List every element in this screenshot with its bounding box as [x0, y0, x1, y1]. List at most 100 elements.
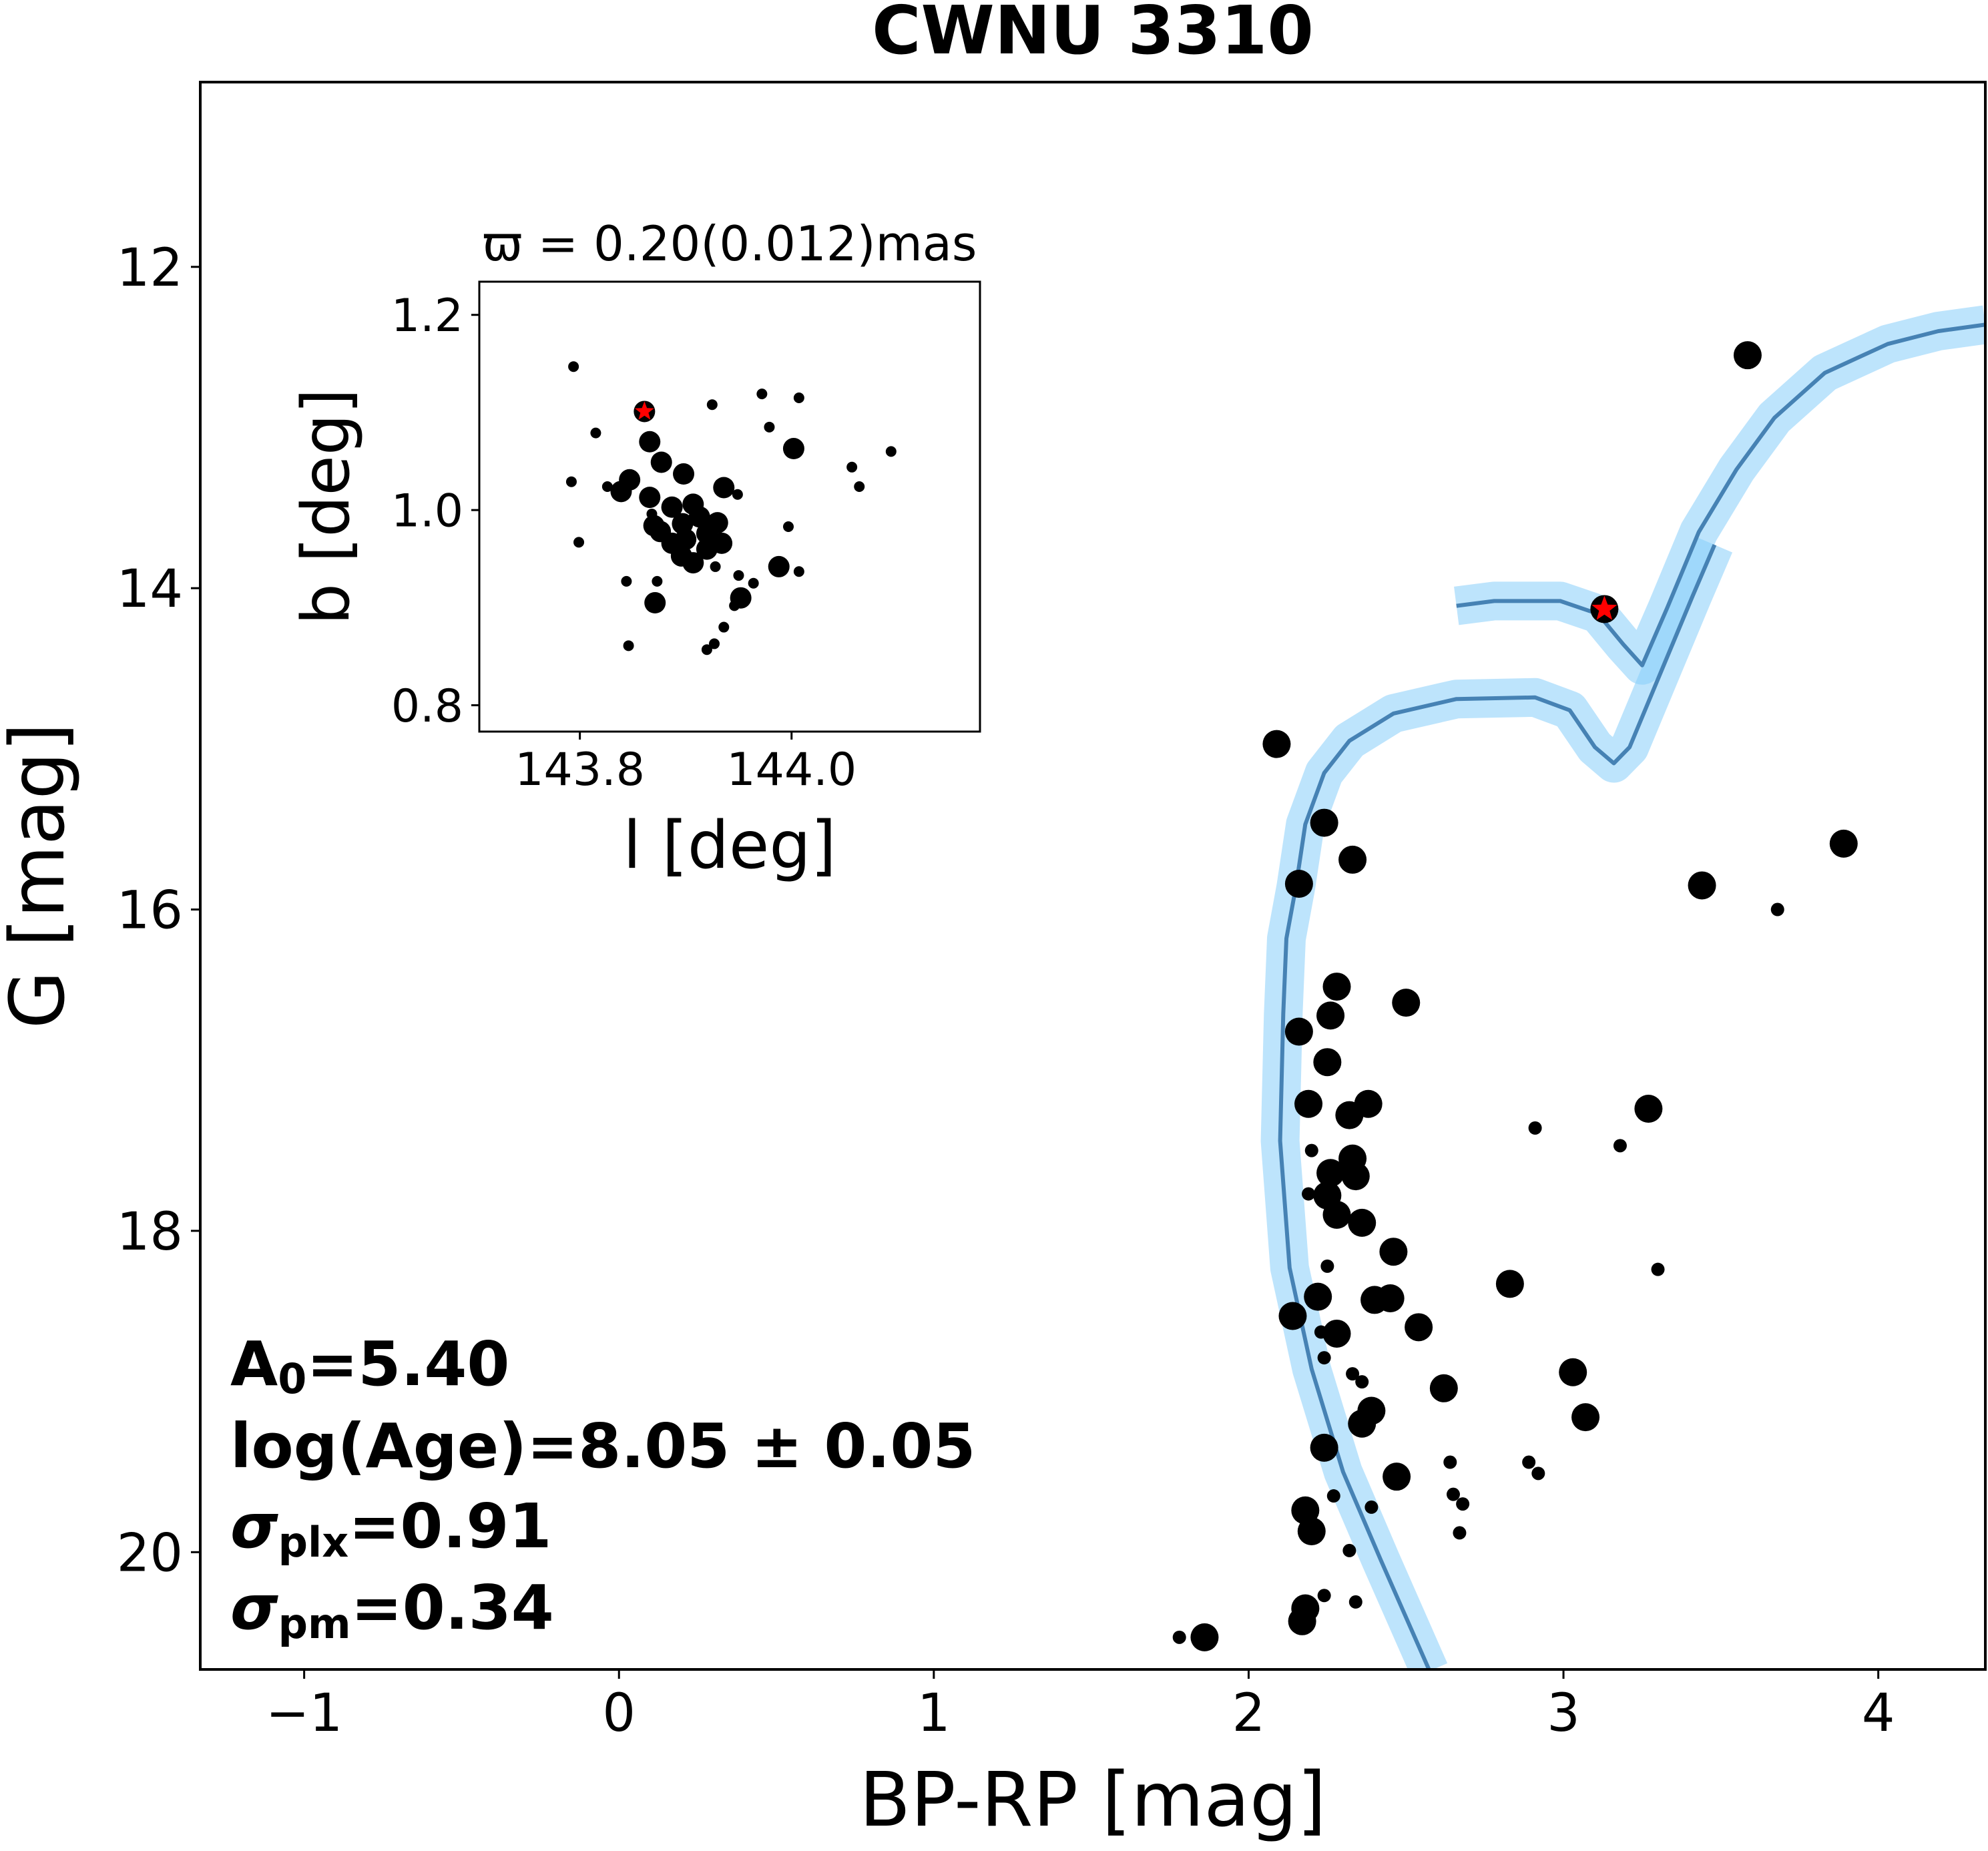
- member-star-bright: [1571, 1403, 1600, 1432]
- member-star-bright: [1310, 1433, 1338, 1462]
- inset-y-axis-label: b [deg]: [288, 388, 364, 625]
- member-star-faint: [601, 481, 613, 493]
- y-tick-label: 20: [117, 1523, 183, 1583]
- member-star-bright: [1294, 1089, 1323, 1118]
- annotation-sigma-pm: σpm=0.34: [230, 1572, 554, 1648]
- member-star-faint: [1613, 1139, 1627, 1153]
- member-star-faint: [1317, 1589, 1331, 1603]
- inset-chart: ϖ = 0.20(0.012)mas 143.8 144.0 0.8 1.0 1.2 l…: [288, 216, 981, 884]
- member-star-bright: [1405, 1313, 1433, 1342]
- member-star-bright: [1297, 1517, 1326, 1546]
- x-tick-label: 1: [917, 1683, 951, 1744]
- member-star-faint: [793, 566, 804, 577]
- highlight-star-icon: [1591, 595, 1618, 620]
- member-star-faint: [1531, 1467, 1545, 1481]
- member-star-faint: [1364, 1500, 1379, 1514]
- member-star-faint: [783, 521, 794, 532]
- inset-title: ϖ = 0.20(0.012)mas: [483, 216, 977, 272]
- y-axis-label: G [mag]: [0, 723, 81, 1029]
- member-star-bright: [639, 431, 661, 453]
- member-star-bright: [1322, 1319, 1351, 1348]
- member-star-faint: [1651, 1262, 1665, 1276]
- x-tick-label: 2: [1232, 1683, 1266, 1744]
- member-star-bright: [1338, 845, 1367, 874]
- member-star-bright: [610, 481, 632, 503]
- member-star-faint: [1446, 1487, 1460, 1501]
- member-star-faint: [573, 537, 585, 548]
- member-star-faint: [590, 427, 601, 439]
- y-tick-label: 14: [117, 559, 183, 619]
- member-star-faint: [1355, 1375, 1369, 1389]
- member-star-bright: [1376, 1284, 1405, 1313]
- x-tick-label: 3: [1547, 1683, 1580, 1744]
- member-star-faint: [565, 476, 577, 487]
- member-star-faint: [854, 481, 865, 493]
- y-tick-label: 18: [117, 1202, 183, 1262]
- y-tick-label: 0.8: [391, 680, 463, 733]
- member-star-bright: [688, 506, 710, 528]
- y-tick-label: 16: [117, 881, 183, 941]
- member-star-bright: [1429, 1374, 1458, 1402]
- member-star-faint: [701, 644, 712, 655]
- member-star-faint: [1348, 1595, 1362, 1609]
- member-star-faint: [1453, 1526, 1467, 1540]
- member-star-faint: [718, 621, 730, 633]
- member-star-faint: [1326, 1489, 1340, 1503]
- annotation-a0: A0=5.40: [230, 1328, 509, 1403]
- member-star-bright: [1634, 1094, 1663, 1123]
- member-star-faint: [885, 446, 897, 457]
- member-star-bright: [1335, 1101, 1364, 1129]
- member-star-bright: [661, 496, 683, 518]
- member-star-faint: [1302, 1187, 1316, 1201]
- member-star-bright: [1559, 1358, 1587, 1386]
- isochrone-giant-branch-line: [1456, 322, 1985, 668]
- member-star-bright: [644, 592, 666, 614]
- member-star-bright: [1190, 1623, 1219, 1651]
- member-star-bright: [1316, 1001, 1345, 1030]
- x-axis-label: BP-RP [mag]: [859, 1757, 1326, 1844]
- member-star-bright: [673, 463, 695, 485]
- inset-marks: [565, 361, 897, 655]
- member-star-bright: [768, 555, 790, 577]
- member-star-bright: [782, 438, 804, 460]
- x-tick-label: 143.8: [515, 744, 645, 796]
- chart-title: CWNU 3310: [872, 0, 1314, 69]
- inset-plot-area: [565, 361, 897, 655]
- inset-axes-ticks: 143.8 144.0 0.8 1.0 1.2: [391, 290, 856, 796]
- member-star-faint: [568, 361, 579, 372]
- y-tick-label: 1.0: [391, 485, 463, 538]
- member-star-bright: [1383, 1463, 1411, 1491]
- member-star-faint: [1172, 1630, 1186, 1644]
- annotation-age: log(Age)=8.05 ± 0.05: [230, 1410, 975, 1482]
- member-star-bright: [1688, 871, 1716, 900]
- member-star-faint: [623, 640, 634, 651]
- member-star-bright: [1278, 1302, 1307, 1330]
- member-star-faint: [793, 392, 804, 403]
- member-star-bright: [1379, 1238, 1408, 1266]
- annotation-sigma-plx: σplx=0.91: [230, 1491, 551, 1567]
- member-star-faint: [1456, 1497, 1470, 1511]
- member-star-faint: [1346, 1367, 1360, 1381]
- member-star-faint: [756, 388, 768, 400]
- member-star-bright: [1284, 1017, 1313, 1046]
- member-star-faint: [710, 561, 721, 572]
- member-star-bright: [639, 487, 661, 509]
- member-star-bright: [730, 587, 752, 609]
- member-star-faint: [846, 461, 858, 473]
- y-tick-label: 12: [117, 238, 183, 298]
- member-star-bright: [1733, 341, 1762, 370]
- member-star-bright: [1322, 1200, 1351, 1229]
- member-star-bright: [661, 532, 683, 554]
- member-star-bright: [650, 451, 672, 473]
- inset-x-axis-label: l [deg]: [623, 808, 836, 884]
- main-marks: [1172, 305, 1985, 1669]
- highlight-star-icon: [634, 401, 654, 420]
- main-plot-frame: [199, 81, 1987, 1671]
- member-star-bright: [1392, 989, 1421, 1017]
- y-tick-label: 1.2: [391, 290, 463, 342]
- member-star-faint: [1528, 1121, 1542, 1135]
- member-star-faint: [1304, 1143, 1318, 1157]
- member-star-bright: [1341, 1162, 1370, 1191]
